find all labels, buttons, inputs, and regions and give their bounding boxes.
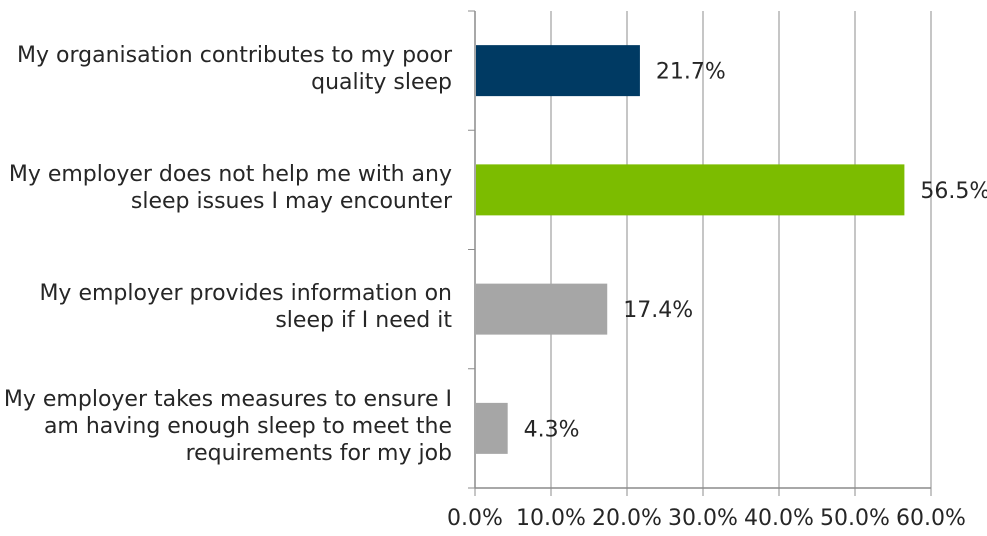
category-label-line: My employer does not help me with any	[8, 161, 452, 187]
category-label-line: My employer provides information on	[39, 281, 452, 307]
x-tick-label: 30.0%	[668, 506, 738, 531]
data-label: 17.4%	[623, 298, 693, 323]
data-label: 4.3%	[524, 417, 580, 442]
data-label: 56.5%	[920, 179, 987, 204]
category-label-line: sleep issues I may encounter	[130, 188, 452, 214]
category-label-line: My employer takes measures to ensure I	[3, 386, 452, 412]
x-tick-label: 40.0%	[744, 506, 814, 531]
category-label: My employer provides information on sleep…	[0, 280, 452, 334]
category-label-line: quality sleep	[311, 69, 452, 95]
category-label: My organisation contributes to my poor qu…	[0, 42, 452, 96]
bar	[476, 402, 508, 454]
bar	[476, 283, 608, 335]
x-tick-label: 50.0%	[820, 506, 890, 531]
x-tick-label: 60.0%	[896, 506, 966, 531]
category-label-line: am having enough sleep to meet the	[43, 413, 452, 439]
category-label-line: requirements for my job	[185, 440, 452, 466]
data-label: 21.7%	[656, 60, 726, 85]
category-label: My employer does not help me with any sle…	[0, 161, 452, 215]
x-tick-label: 20.0%	[592, 506, 662, 531]
bar	[476, 164, 905, 216]
bar	[476, 45, 640, 97]
category-label-line: My organisation contributes to my poor	[17, 42, 452, 68]
x-tick-label: 10.0%	[516, 506, 586, 531]
category-label-line: sleep if I need it	[275, 308, 452, 334]
x-tick-label: 0.0%	[447, 506, 503, 531]
